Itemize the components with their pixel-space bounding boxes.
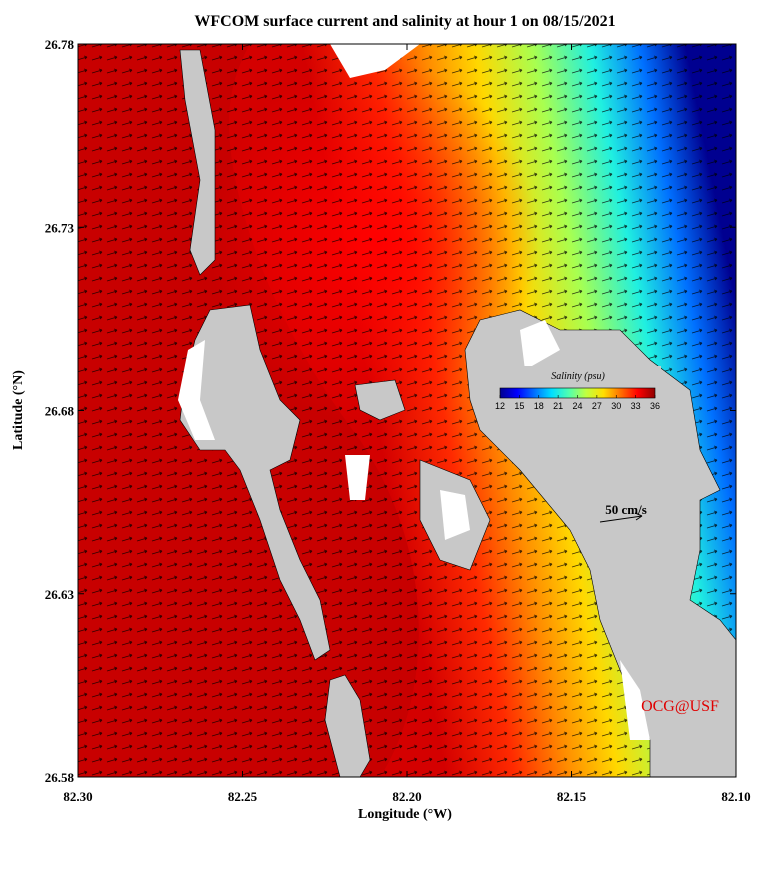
x-tick-label: 82.30 — [63, 789, 92, 804]
scale-label: 50 cm/s — [605, 502, 647, 517]
credit: OCG@USF — [641, 698, 719, 715]
x-tick-label: 82.10 — [721, 789, 750, 804]
chart-title: WFCOM surface current and salinity at ho… — [194, 13, 615, 30]
colorbar-tick-label: 18 — [534, 401, 544, 411]
y-tick-label: 26.58 — [45, 770, 75, 785]
x-tick-label: 82.15 — [557, 789, 587, 804]
colorbar-tick-label: 33 — [631, 401, 641, 411]
y-tick-label: 26.63 — [45, 587, 75, 602]
y-axis-label: Latitude (°N) — [11, 370, 26, 450]
colorbar-tick-label: 24 — [572, 401, 582, 411]
scale-arrow-head — [634, 512, 643, 521]
colorbar-tick-label: 36 — [650, 401, 660, 411]
colorbar-title: Salinity (psu) — [551, 371, 605, 382]
colorbar-tick-label: 30 — [611, 401, 621, 411]
x-tick-label: 82.20 — [392, 789, 421, 804]
x-axis-label: Longitude (°W) — [358, 807, 452, 822]
y-tick-label: 26.68 — [45, 404, 75, 419]
x-tick-label: 82.25 — [228, 789, 258, 804]
colorbar-tick-label: 15 — [514, 401, 524, 411]
colorbar-tick-label: 21 — [553, 401, 563, 411]
colorbar-tick-label: 12 — [495, 401, 505, 411]
y-tick-label: 26.78 — [45, 37, 75, 52]
colorbar-tick-label: 27 — [592, 401, 602, 411]
y-tick-label: 26.73 — [45, 220, 75, 235]
scale-arrow — [599, 515, 643, 523]
